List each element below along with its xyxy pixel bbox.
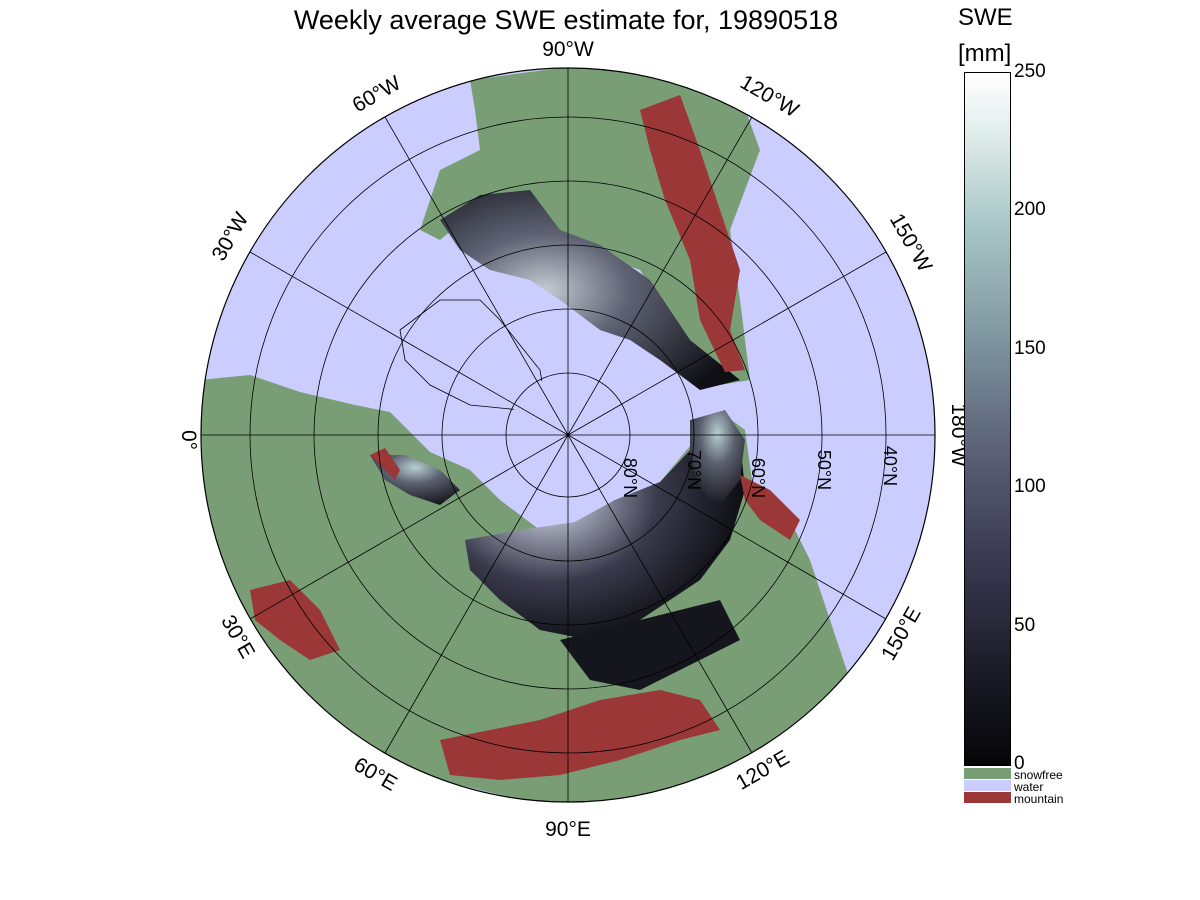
lon-label-90e: 90°E bbox=[545, 818, 591, 841]
mountain-himalaya bbox=[440, 690, 720, 780]
mountain-scandes bbox=[370, 448, 400, 480]
map-title: Weekly average SWE estimate for, 1989051… bbox=[293, 5, 839, 35]
legend-swatch-snowfree bbox=[964, 768, 1011, 779]
colorbar-heading: SWE bbox=[958, 4, 1013, 31]
lon-label-90w: 90°W bbox=[542, 38, 594, 61]
lat-label-50n: 50°N bbox=[814, 450, 834, 490]
legend-label-mountain: mountain bbox=[1014, 792, 1064, 806]
mountain-alps bbox=[250, 580, 340, 660]
map-content bbox=[201, 68, 935, 802]
mountain-rockies bbox=[640, 95, 745, 372]
snow-far-east bbox=[690, 410, 745, 505]
snow-siberia bbox=[465, 420, 745, 640]
colorbar-unit: [mm] bbox=[958, 40, 1012, 67]
graticule bbox=[201, 68, 935, 802]
legend-swatch-water bbox=[964, 780, 1011, 791]
colorbar-tick: 150 bbox=[1014, 338, 1046, 359]
lat-label-60n: 60°N bbox=[748, 458, 768, 498]
colorbar-tick: 100 bbox=[1014, 476, 1046, 497]
map-border bbox=[200, 67, 936, 803]
snow-central-asia bbox=[560, 600, 740, 690]
colorbar-tick: 250 bbox=[1014, 61, 1046, 82]
lat-label-80n: 80°N bbox=[620, 458, 640, 498]
colorbar-tick: 50 bbox=[1014, 615, 1036, 636]
colorbar-gradient bbox=[964, 72, 1011, 766]
lat-label-70n: 70°N bbox=[684, 450, 704, 490]
legend-label-water: water bbox=[1014, 780, 1044, 794]
lon-label-30w: 30°W bbox=[208, 209, 254, 265]
legend-label-snowfree: snowfree bbox=[1014, 768, 1063, 782]
lon-label-0: 0° bbox=[177, 430, 200, 450]
colorbar-tick: 0 bbox=[1014, 753, 1025, 774]
legend-swatch-mountain bbox=[964, 792, 1011, 803]
lat-label-40n: 40°N bbox=[880, 446, 900, 486]
lon-label-60e: 60°E bbox=[350, 753, 401, 796]
colorbar-tick: 200 bbox=[1014, 199, 1046, 220]
mountain-east-siberia bbox=[740, 475, 800, 540]
snow-north-america bbox=[440, 190, 740, 390]
